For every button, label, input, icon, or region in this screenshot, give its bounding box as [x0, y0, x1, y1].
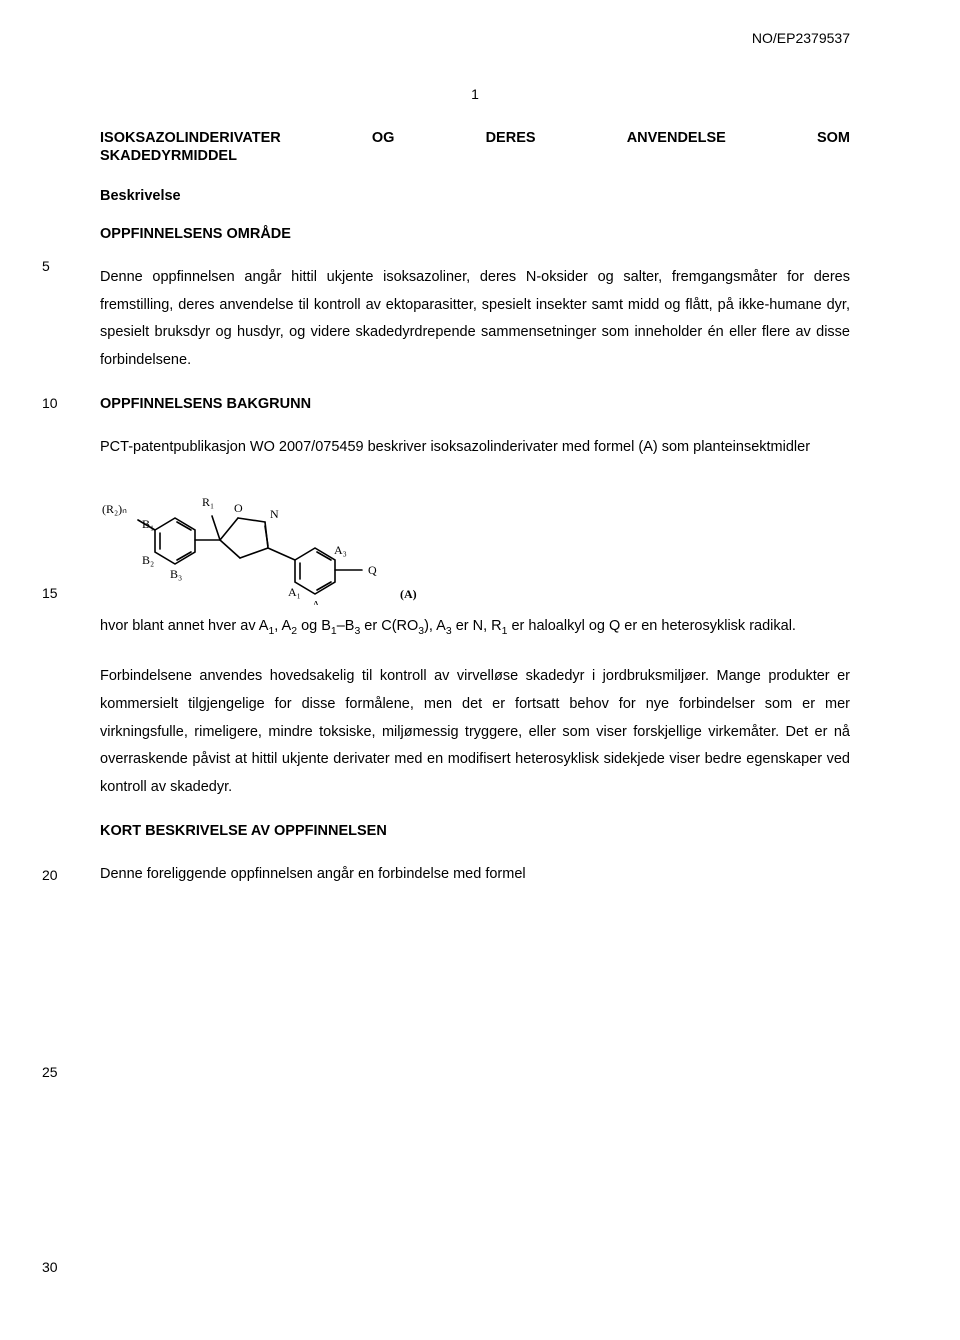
svg-text:A₃: A₃ [334, 543, 347, 557]
page-number: 1 [100, 86, 850, 102]
svg-text:B₃: B₃ [170, 567, 182, 581]
svg-text:B₂: B₂ [142, 553, 154, 567]
title-word: ANVENDELSE [627, 130, 726, 146]
title-word: SOM [817, 130, 850, 146]
title-line2: SKADEDYRMIDDEL [100, 148, 850, 164]
chemical-structure: (R₂)ₙ R₁ O N B₁ B₂ B₃ A₁ A₂ A₃ Q (A) [100, 470, 850, 605]
section-bakgrunn: OPPFINNELSENS BAKGRUNN [100, 396, 850, 412]
svg-text:B₁: B₁ [142, 517, 154, 531]
page: NO/EP2379537 5 10 15 20 25 30 1 ISOKSAZO… [0, 0, 960, 1340]
title-word: DERES [486, 130, 536, 146]
svg-text:N: N [270, 507, 279, 521]
svg-text:A₁: A₁ [288, 585, 301, 599]
title-word: ISOKSAZOLINDERIVATER [100, 130, 281, 146]
section-beskrivelse: Beskrivelse [100, 188, 850, 204]
line-number-30: 30 [42, 1259, 58, 1275]
paragraph: Denne foreliggende oppfinnelsen angår en… [100, 861, 850, 889]
line-number-20: 20 [42, 867, 58, 883]
paragraph: Denne oppfinnelsen angår hittil ukjente … [100, 264, 850, 374]
svg-text:Q: Q [368, 563, 377, 577]
svg-text:O: O [234, 501, 243, 515]
line-number-25: 25 [42, 1064, 58, 1080]
paragraph: PCT-patentpublikasjon WO 2007/075459 bes… [100, 434, 850, 462]
paragraph: Forbindelsene anvendes hovedsakelig til … [100, 663, 850, 801]
title-row: ISOKSAZOLINDERIVATER OG DERES ANVENDELSE… [100, 130, 850, 146]
svg-text:(A): (A) [400, 587, 417, 601]
line-number-10: 10 [42, 395, 58, 411]
line-number-15: 15 [42, 585, 58, 601]
paragraph: hvor blant annet hver av A1, A2 og B1–B3… [100, 613, 850, 642]
line-number-5: 5 [42, 258, 50, 274]
doc-number: NO/EP2379537 [752, 30, 850, 46]
title-word: OG [372, 130, 395, 146]
svg-text:A₂: A₂ [312, 599, 324, 605]
svg-text:(R₂)ₙ: (R₂)ₙ [102, 502, 127, 516]
section-omrade: OPPFINNELSENS OMRÅDE [100, 226, 850, 242]
section-kort: KORT BESKRIVELSE AV OPPFINNELSEN [100, 823, 850, 839]
svg-text:R₁: R₁ [202, 495, 214, 509]
